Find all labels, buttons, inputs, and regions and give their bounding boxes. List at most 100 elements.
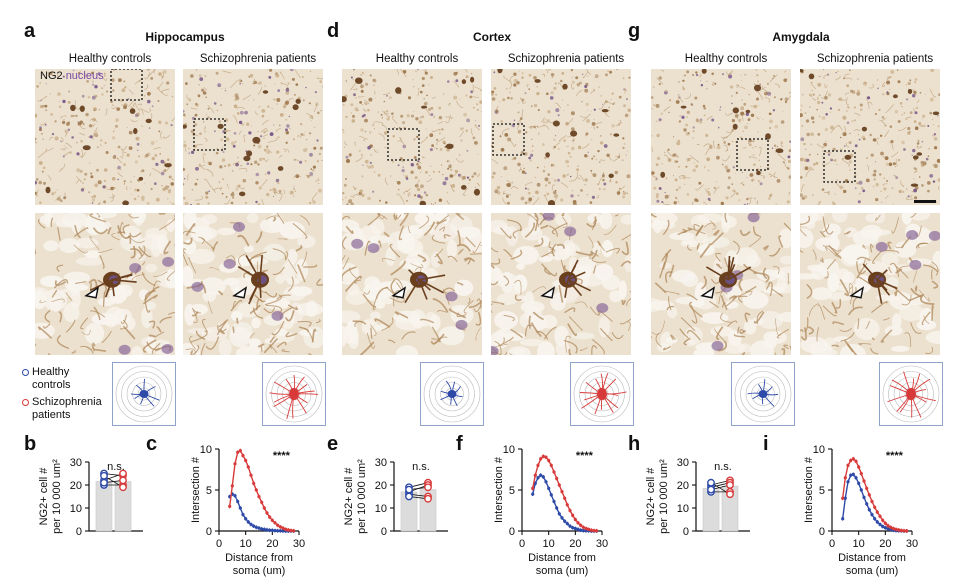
panel-letter-d: d [327, 20, 340, 42]
point-h-control [707, 478, 715, 487]
xtick-label-c: 20 [266, 538, 278, 550]
point-f-patient [576, 521, 580, 525]
ytick-label-i: 5 [819, 485, 825, 497]
point-c-control [278, 529, 282, 533]
point-i-control [881, 524, 885, 529]
group-heading-patient-d: Schizophrenia patients [507, 53, 625, 65]
stain-label-nucleus: nucleus [65, 70, 104, 82]
xtick-label-f: 20 [569, 538, 581, 550]
legend-control-line1: Healthy [32, 366, 70, 378]
panel-letter-i: i [763, 433, 769, 455]
point-i-control [849, 473, 853, 477]
ytick-label-h: 20 [677, 480, 689, 492]
point-i-control [886, 527, 890, 531]
point-i-control [867, 508, 871, 512]
point-i-control [878, 522, 882, 527]
series-line-c-patient [229, 449, 294, 532]
significance-c: **** [273, 450, 291, 462]
point-f-control [536, 476, 540, 480]
point-c-control [257, 526, 261, 530]
significance-h: n.s. [714, 461, 732, 473]
ytick-label-e: 20 [375, 480, 387, 492]
point-i-patient [862, 479, 866, 483]
point-c-control [268, 528, 272, 532]
point-f-patient [584, 526, 588, 531]
point-i-control [846, 480, 850, 484]
ylabel-line2-h: per 10 000 um² [658, 459, 670, 534]
point-f-control [557, 512, 561, 516]
point-c-control [265, 528, 269, 532]
point-c-patient [233, 462, 237, 466]
ylabel-line1-h: NG2+ cell # [645, 467, 657, 526]
panel-letter-f: f [456, 433, 463, 455]
micrograph-zoom-2 [183, 213, 323, 355]
point-c-patient [228, 504, 232, 508]
panel-letter-a: a [24, 20, 36, 42]
point-i-patient [843, 476, 847, 480]
point-f-control [581, 529, 585, 533]
point-i-control [857, 481, 861, 485]
series-line-i-control [842, 473, 907, 532]
point-i-patient [867, 493, 871, 497]
significance-i: **** [886, 450, 904, 462]
point-c-patient [236, 450, 240, 454]
micrograph-zoom-1 [35, 213, 175, 355]
point-f-patient [565, 503, 569, 507]
point-b-control [100, 471, 108, 480]
point-c-patient [262, 506, 266, 510]
point-i-control [883, 526, 887, 530]
micrograph-overview-6 [800, 69, 940, 205]
ytick-label-f: 5 [509, 485, 515, 497]
ylabel-line1-b: NG2+ cell # [38, 467, 50, 526]
point-c-control [233, 494, 237, 498]
point-f-patient [589, 528, 593, 532]
legend-control-marker [22, 368, 29, 376]
group-heading-patient-a: Schizophrenia patients [199, 53, 317, 65]
point-f-patient [557, 483, 561, 487]
point-i-patient [846, 463, 850, 467]
point-f-patient [560, 490, 564, 494]
legend-patient-line1: Schizophrenia [32, 396, 102, 408]
point-c-patient [276, 523, 280, 527]
point-f-patient [592, 529, 596, 533]
point-c-patient [273, 521, 277, 525]
point-f-control [576, 527, 580, 532]
ytick-label-c: 10 [200, 444, 212, 456]
xtick-label-c: 30 [293, 538, 305, 550]
point-c-patient [281, 526, 285, 530]
ytick-label-f: 10 [503, 444, 515, 456]
ylabel-f: Intersection # [493, 456, 505, 523]
point-b-patient [119, 476, 127, 485]
ytick-label-h: 30 [677, 457, 689, 469]
stain-label: NG2 nucleus [40, 70, 104, 82]
point-c-patient [292, 529, 296, 533]
scale-bar [914, 200, 936, 203]
region-title-amygdala: Amygdala [772, 30, 830, 44]
point-c-control [276, 529, 280, 533]
group-heading-control-d: Healthy controls [375, 53, 459, 65]
point-i-control [870, 513, 874, 517]
point-f-patient [587, 527, 591, 532]
point-f-control [531, 492, 535, 496]
panel-letter-g: g [628, 20, 641, 42]
sholl-inset-5 [731, 362, 795, 426]
point-i-patient [894, 527, 898, 532]
sholl-inset-2 [262, 362, 326, 426]
point-b-patient [119, 483, 127, 492]
point-f-patient [552, 470, 556, 474]
point-h-patient [726, 490, 734, 499]
point-c-control [262, 527, 266, 532]
point-i-control [865, 502, 869, 506]
point-c-patient [289, 528, 293, 533]
series-line-c-control [229, 493, 294, 532]
point-e-patient [424, 483, 432, 492]
micrograph-overview-2 [183, 69, 323, 205]
point-f-patient [581, 525, 585, 529]
ytick-label-c: 0 [206, 526, 212, 538]
xlabel-line2-f: soma (um) [536, 565, 589, 577]
legend-control: Healthy controls [22, 366, 71, 392]
point-f-control [560, 516, 564, 520]
ylabel-line2-b: per 10 000 um² [51, 459, 63, 534]
point-f-control [549, 493, 553, 497]
point-f-control [565, 522, 569, 526]
